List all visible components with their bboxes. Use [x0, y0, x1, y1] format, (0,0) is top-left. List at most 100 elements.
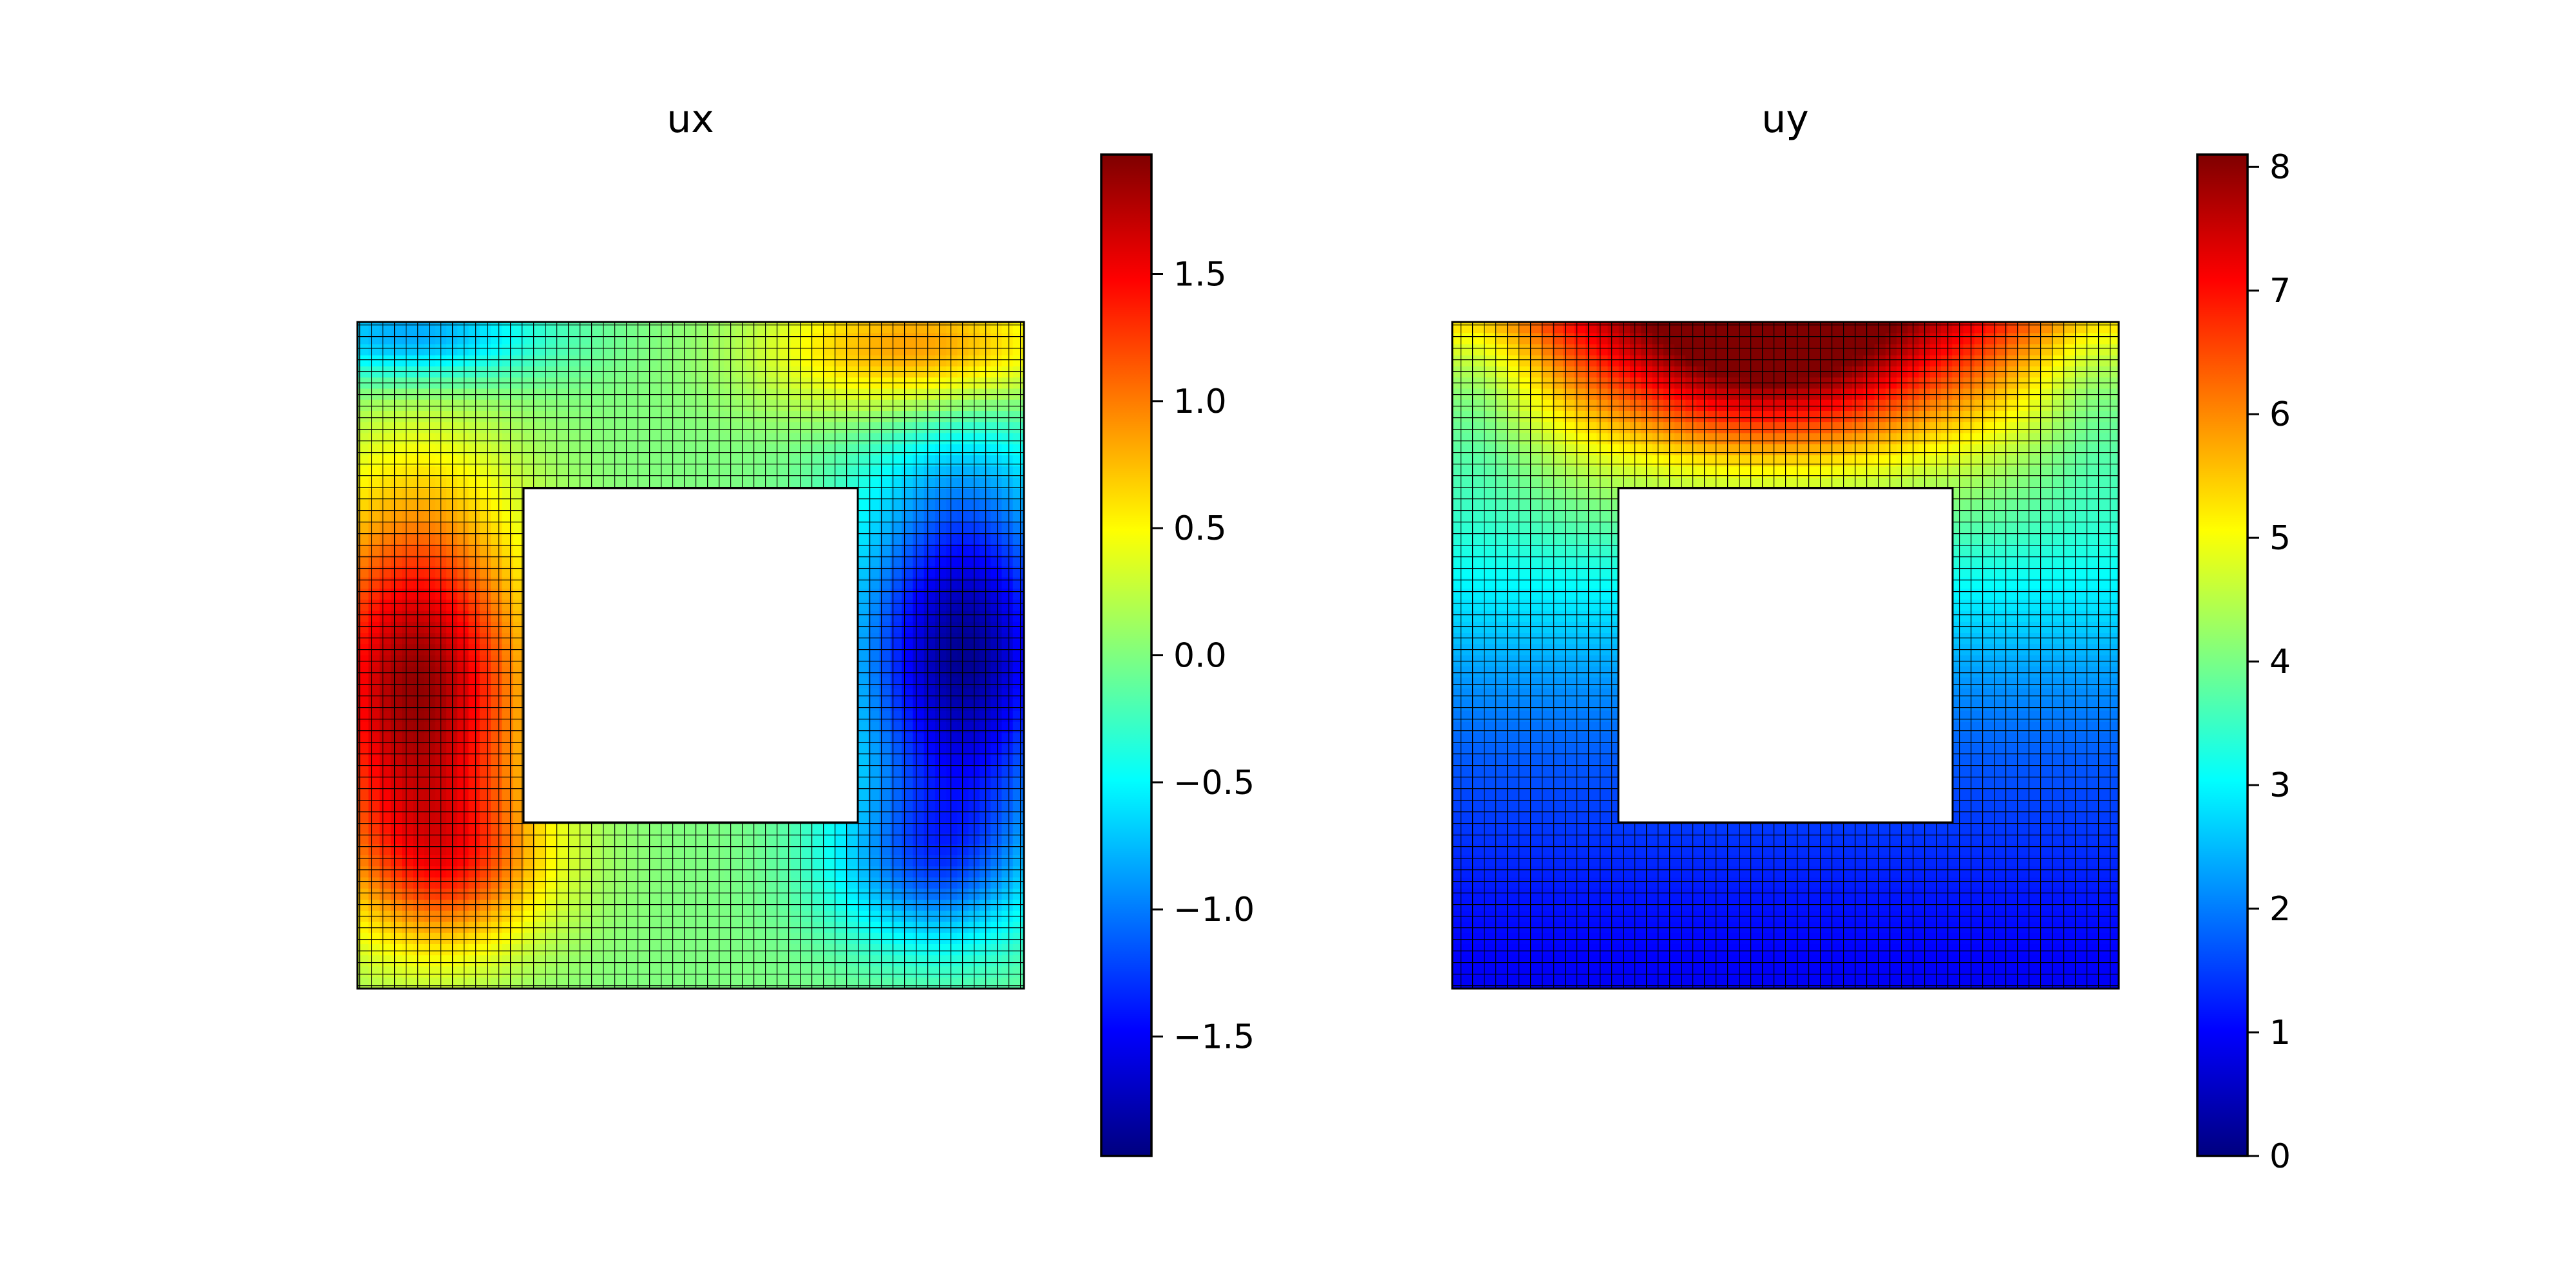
ux-cell [612, 500, 625, 512]
ux-cell [790, 811, 802, 823]
ux-cell [524, 666, 536, 678]
ux-cell [690, 500, 703, 512]
ux-cell [679, 511, 692, 523]
ux-cell [846, 544, 858, 556]
ux-cell [802, 788, 814, 800]
uy-cell [1652, 733, 1664, 745]
ux-cell [557, 611, 569, 623]
ux-cell [824, 766, 836, 779]
ux-cell [568, 633, 580, 645]
ux-cell [679, 677, 692, 690]
ux-cell [846, 511, 858, 523]
ux-cell [813, 511, 825, 523]
ux-cell [557, 766, 569, 779]
ux-cell [612, 655, 625, 667]
ux-cell [580, 644, 592, 656]
uy-cell [1674, 544, 1687, 556]
ux-cell [612, 777, 625, 790]
ux-cell [591, 733, 603, 745]
ux-cell [601, 766, 614, 779]
ux-cell [802, 811, 814, 823]
ux-cell [646, 766, 658, 779]
ux-cell [713, 544, 725, 556]
ux-cell [813, 644, 825, 656]
ux-cell [846, 777, 858, 790]
ux-cell [635, 788, 647, 800]
ux-tick-label: −1.5 [1173, 1018, 1255, 1057]
ux-cell [679, 566, 692, 578]
ux-cell [768, 744, 781, 756]
ux-cell [846, 611, 858, 623]
ux-cell [668, 644, 681, 656]
ux-cell [690, 644, 703, 656]
ux-cell [635, 644, 647, 656]
ux-cell [790, 611, 802, 623]
ux-cell [591, 766, 603, 779]
ux-cell [835, 766, 847, 779]
ux-cell [713, 699, 725, 712]
ux-cell [690, 744, 703, 756]
ux-cell [802, 777, 814, 790]
ux-cell [546, 522, 558, 534]
uy-cell [1641, 722, 1653, 734]
ux-cell [746, 722, 758, 734]
uy-cell [1685, 511, 1698, 523]
uy-cell [1630, 766, 1642, 779]
ux-cell [568, 555, 580, 567]
ux-cell [601, 799, 614, 811]
ux-cell [824, 811, 836, 823]
ux-cell [535, 600, 547, 612]
ux-cell [724, 755, 736, 767]
ux-cell [580, 577, 592, 589]
ux-cell [612, 644, 625, 656]
ux-cell [802, 644, 814, 656]
ux-cell [591, 722, 603, 734]
ux-cell [580, 621, 592, 634]
ux-cell [713, 766, 725, 779]
ux-cell [768, 777, 781, 790]
ux-cell [779, 633, 791, 645]
ux-cell [535, 766, 547, 779]
ux-cell [657, 688, 669, 701]
ux-cell [802, 766, 814, 779]
ux-cell [546, 811, 558, 823]
ux-cell [524, 722, 536, 734]
ux-cell [735, 621, 747, 634]
ux-cell [690, 589, 703, 601]
uy-cell [1641, 611, 1653, 623]
ux-cell [713, 811, 725, 823]
ux-cell [624, 699, 636, 712]
ux-cell [568, 755, 580, 767]
uy-cell [1630, 733, 1642, 745]
ux-cell [591, 655, 603, 667]
ux-cell [735, 788, 747, 800]
ux-cell [790, 522, 802, 534]
uy-cell [1618, 777, 1631, 790]
ux-cell [612, 733, 625, 745]
ux-cell [535, 755, 547, 767]
ux-cell [635, 566, 647, 578]
ux-cell [524, 688, 536, 701]
ux-cell [546, 766, 558, 779]
ux-cell [535, 655, 547, 667]
uy-cell [1663, 522, 1675, 534]
ux-cell [757, 733, 770, 745]
ux-cell [568, 600, 580, 612]
ux-cell [813, 744, 825, 756]
ux-cell [646, 589, 658, 601]
ux-cell [546, 755, 558, 767]
ux-cell [646, 577, 658, 589]
ux-cell [802, 522, 814, 534]
ux-cell [524, 644, 536, 656]
uy-cell [1630, 566, 1642, 578]
ux-cell [635, 755, 647, 767]
uy-cell [1696, 522, 1709, 534]
uy-cell [1652, 655, 1664, 667]
ux-cell [657, 500, 669, 512]
ux-cell [813, 699, 825, 712]
ux-cell [713, 655, 725, 667]
ux-cell [846, 811, 858, 823]
uy-cell [1674, 688, 1687, 701]
ux-cell [813, 688, 825, 701]
ux-cell [802, 511, 814, 523]
